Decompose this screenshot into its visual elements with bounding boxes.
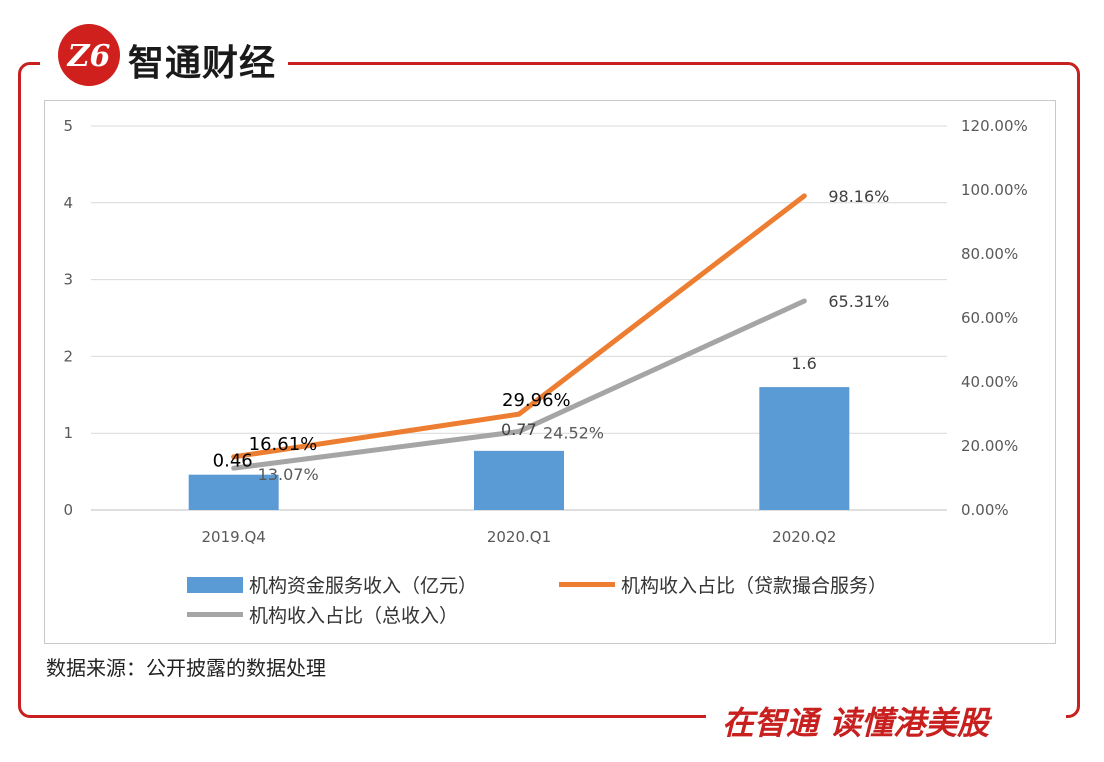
legend-bar-item: 机构资金服务收入（亿元）	[187, 571, 477, 598]
x-tick-label: 2020.Q2	[772, 528, 836, 546]
bar-data-label: 1.6	[791, 354, 816, 373]
line-data-label: 65.31%	[828, 292, 889, 311]
brand-name: 智通财经	[128, 43, 277, 84]
brand-frame	[18, 62, 1080, 718]
line-total-revenue	[231, 298, 807, 471]
slogan-area	[706, 694, 1066, 744]
y-left-tick-label: 0	[63, 501, 73, 519]
x-tick-label: 2019.Q4	[202, 528, 266, 546]
bar-data-label: 0.77	[501, 420, 537, 439]
y-right-tick-label: 100.00%	[961, 181, 1028, 199]
svg-text:Z6: Z6	[67, 39, 111, 74]
y-left-tick-label: 3	[63, 271, 73, 289]
line-data-label: 29.96%	[502, 390, 571, 411]
y-left-tick-label: 1	[63, 424, 73, 442]
legend-bar-swatch	[187, 576, 243, 593]
legend-orange-item: 机构收入占比（贷款撮合服务）	[559, 571, 887, 598]
brand-logo: Z6	[58, 24, 120, 86]
bar	[759, 387, 850, 510]
y-left-tick-label: 4	[63, 194, 73, 212]
line-loan-matching	[231, 193, 807, 460]
chart-panel: 0 1 2 3 4 5 0.00% 20.00% 40.00% 60.00% 80.00% 100.…	[44, 100, 1056, 644]
bar	[188, 474, 279, 510]
chart-svg: 0 1 2 3 4 5 0.00% 20.00% 40.00% 60.00% 80.00% 100.…	[63, 117, 1028, 546]
y-right-tick-label: 120.00%	[961, 117, 1028, 135]
legend-bar-label: 机构资金服务收入（亿元）	[249, 575, 478, 597]
brand-logo-glyph: Z6	[67, 39, 111, 74]
x-tick-label: 2020.Q1	[487, 528, 551, 546]
brand-slogan: 在智通 读懂港美股	[722, 704, 990, 742]
y-right-tick-label: 60.00%	[961, 309, 1018, 327]
bar-data-label: 0.46	[213, 451, 253, 472]
y-left-tick-label: 5	[63, 117, 73, 135]
y-right-tick-label: 0.00%	[961, 501, 1009, 519]
y-left-tick-label: 2	[63, 347, 73, 365]
data-source-note: 数据来源：公开披露的数据处理	[46, 656, 326, 680]
legend-orange-swatch	[559, 582, 615, 587]
y-right-tick-label: 80.00%	[961, 245, 1018, 263]
legend-gray-label: 机构收入占比（总收入）	[249, 605, 459, 627]
legend-orange-label: 机构收入占比（贷款撮合服务）	[621, 575, 888, 597]
line-data-label: 13.07%	[258, 465, 319, 484]
legend-gray-swatch	[187, 612, 243, 617]
line-data-label: 24.52%	[543, 424, 604, 443]
legend-gray-item: 机构收入占比（总收入）	[187, 601, 458, 628]
y-right-tick-label: 20.00%	[961, 437, 1018, 455]
bar	[474, 450, 564, 510]
y-right-tick-label: 40.00%	[961, 373, 1018, 391]
line-data-label: 98.16%	[828, 187, 889, 206]
line-data-label: 16.61%	[249, 434, 318, 455]
